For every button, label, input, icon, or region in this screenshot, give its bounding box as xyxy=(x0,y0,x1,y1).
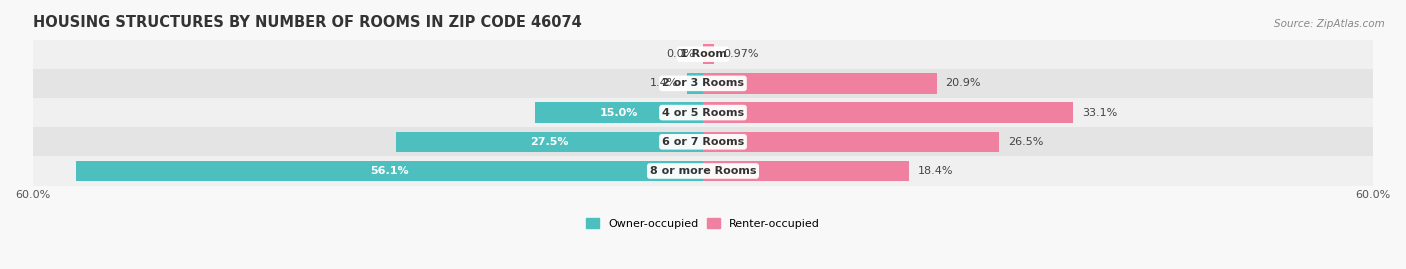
Bar xyxy=(703,102,1073,123)
Text: 20.9%: 20.9% xyxy=(945,78,981,89)
Bar xyxy=(32,40,1374,69)
Bar xyxy=(536,102,703,123)
Text: 2 or 3 Rooms: 2 or 3 Rooms xyxy=(662,78,744,89)
Bar xyxy=(703,161,908,181)
Text: 56.1%: 56.1% xyxy=(370,166,409,176)
Bar xyxy=(703,73,936,94)
Bar xyxy=(395,132,703,152)
Bar xyxy=(703,44,714,64)
Text: 15.0%: 15.0% xyxy=(600,108,638,118)
Text: 33.1%: 33.1% xyxy=(1081,108,1116,118)
Text: 26.5%: 26.5% xyxy=(1008,137,1043,147)
Text: Source: ZipAtlas.com: Source: ZipAtlas.com xyxy=(1274,19,1385,29)
Bar xyxy=(32,98,1374,127)
Bar xyxy=(703,132,1000,152)
Text: 1 Room: 1 Room xyxy=(679,49,727,59)
Text: 8 or more Rooms: 8 or more Rooms xyxy=(650,166,756,176)
Text: 18.4%: 18.4% xyxy=(918,166,953,176)
Text: 1.4%: 1.4% xyxy=(650,78,679,89)
Text: 27.5%: 27.5% xyxy=(530,137,568,147)
Legend: Owner-occupied, Renter-occupied: Owner-occupied, Renter-occupied xyxy=(581,214,825,234)
Text: 6 or 7 Rooms: 6 or 7 Rooms xyxy=(662,137,744,147)
Bar xyxy=(688,73,703,94)
Bar xyxy=(32,127,1374,156)
Bar xyxy=(32,69,1374,98)
Text: HOUSING STRUCTURES BY NUMBER OF ROOMS IN ZIP CODE 46074: HOUSING STRUCTURES BY NUMBER OF ROOMS IN… xyxy=(32,15,581,30)
Text: 0.97%: 0.97% xyxy=(723,49,758,59)
Text: 4 or 5 Rooms: 4 or 5 Rooms xyxy=(662,108,744,118)
Text: 0.0%: 0.0% xyxy=(666,49,695,59)
Bar xyxy=(32,156,1374,186)
Bar xyxy=(76,161,703,181)
